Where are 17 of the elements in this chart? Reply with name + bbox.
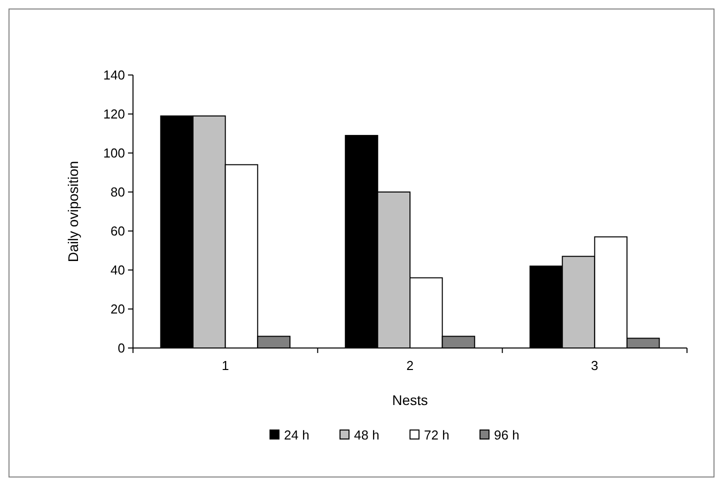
y-tick-label: 0 — [118, 340, 125, 356]
legend-label: 48 h — [354, 428, 380, 443]
y-tick-label: 20 — [110, 302, 125, 317]
x-axis-title: Nests — [392, 392, 428, 408]
x-tick-label: 3 — [591, 358, 598, 373]
y-tick-label: 120 — [103, 106, 125, 122]
x-tick-label: 2 — [406, 358, 414, 373]
y-tick-label: 80 — [110, 184, 125, 200]
legend-label: 24 h — [284, 428, 310, 443]
y-axis-title: Daily oviposition — [65, 160, 81, 262]
x-tick-label: 1 — [222, 358, 229, 373]
y-tick-label: 40 — [110, 262, 125, 278]
y-tick-label: 60 — [110, 224, 125, 239]
legend-label: 96 h — [494, 428, 520, 443]
y-tick-label: 140 — [103, 68, 125, 83]
y-tick-label: 100 — [103, 146, 125, 161]
legend-label: 72 h — [424, 428, 450, 443]
